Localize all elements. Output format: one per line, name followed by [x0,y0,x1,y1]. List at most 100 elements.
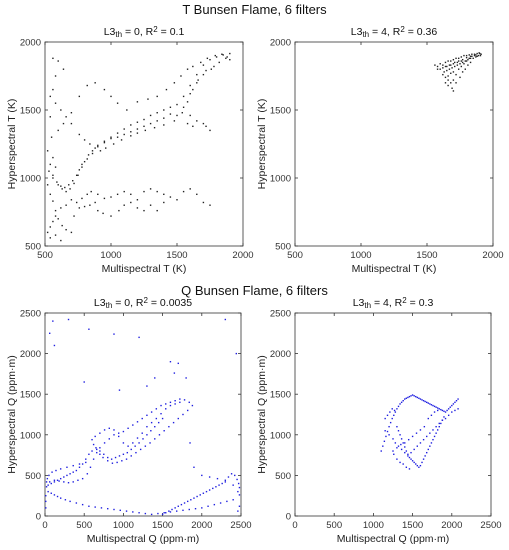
data-point [185,377,187,379]
data-point [192,88,194,91]
data-point [96,451,98,454]
scatter-points [46,52,231,242]
data-point [394,411,397,413]
chart-panel-t-l3-0: 500 1000 1500 2000 500 1000 1500 2000 Multispect… [6,25,254,275]
data-point [78,463,81,465]
data-point [130,135,132,137]
data-point [238,486,241,489]
data-point [404,398,406,400]
panel-title: L3th = 0, R2 = 0.0035 [94,296,192,311]
data-point [49,163,51,166]
data-point [461,71,464,73]
data-point [54,215,57,217]
x-tick-label: 500 [287,250,303,261]
scatter-points [434,52,482,92]
data-point [160,412,162,415]
data-point [196,120,198,122]
data-point [63,476,65,478]
data-point [136,128,139,130]
data-point [94,506,96,508]
data-point [156,190,158,193]
data-point [448,68,451,70]
data-point [49,237,51,239]
data-point [56,181,58,183]
y-tick-label: 2000 [270,349,291,360]
data-point [447,60,449,62]
data-point [130,201,132,204]
data-point [130,131,132,133]
data-point [116,136,119,138]
data-point [207,505,209,507]
data-point [52,174,54,176]
data-point [54,234,57,236]
y-tick-label: 0 [36,512,41,523]
data-point [226,500,228,503]
data-point [416,464,418,467]
data-point [112,143,115,145]
x-tick-label: 1500 [152,520,173,531]
data-point [72,180,74,182]
data-point [410,451,412,454]
data-point [202,122,205,125]
data-point [200,61,202,64]
data-point [116,461,118,464]
data-point [205,125,207,128]
data-point [413,395,415,397]
data-point [169,361,172,363]
data-point [457,398,459,400]
data-point [103,88,106,91]
data-point [99,432,101,434]
data-point [237,482,240,485]
data-point [460,60,463,62]
data-point [50,136,53,138]
data-point [446,65,448,68]
data-point [163,109,165,111]
data-point [60,185,62,187]
data-point [54,102,57,104]
data-point [173,372,176,374]
data-point [87,154,90,156]
data-point [160,404,162,407]
data-point [438,422,440,425]
data-point [45,486,48,488]
data-point [464,60,466,62]
data-point [53,494,56,496]
data-point [161,513,164,516]
data-point [103,453,105,455]
data-point [467,64,469,66]
data-point [110,136,112,138]
data-point [81,166,83,168]
y-tick-label: 0 [286,512,291,523]
y-tick-label: 1500 [20,106,41,117]
data-point [186,409,189,412]
data-point [83,160,86,163]
data-point [469,57,472,60]
data-point [456,64,459,66]
data-point [61,188,63,190]
x-tick-label: 2500 [230,520,251,531]
data-point [144,445,147,447]
data-point [81,163,83,166]
data-point [469,55,472,57]
data-point [130,193,132,196]
data-point [86,193,88,196]
data-point [78,466,81,468]
data-point [136,121,139,123]
data-point [415,432,418,434]
data-point [83,139,86,141]
data-point [132,424,134,426]
data-point [53,481,56,483]
x-tick-label: 2000 [232,250,253,261]
data-point [196,495,198,498]
data-point [86,473,89,475]
data-point [183,502,186,504]
data-point [212,487,214,490]
data-point [118,432,120,434]
data-point [439,63,441,65]
data-point [411,394,414,396]
data-point [70,199,73,201]
t-section-title: T Bunsen Flame, 6 filters [182,2,327,17]
data-point [97,209,99,212]
data-point [457,60,460,62]
